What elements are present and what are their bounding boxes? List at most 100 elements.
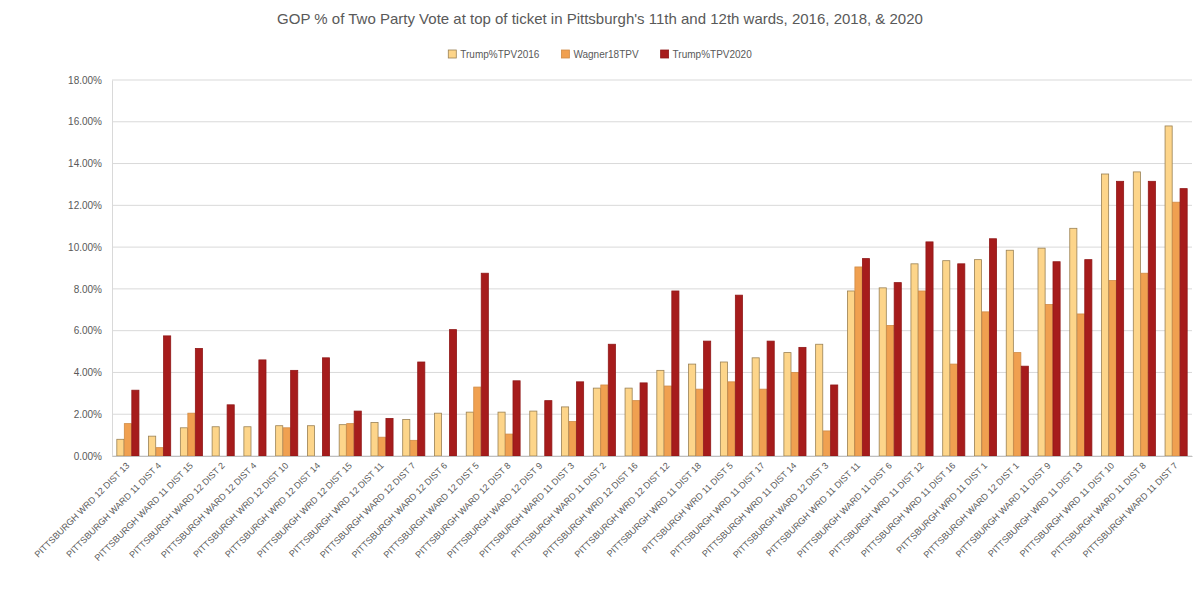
- bar: [784, 353, 791, 456]
- bar: [855, 267, 862, 456]
- bar: [894, 283, 901, 456]
- bar: [862, 259, 869, 456]
- grid-line: [112, 330, 1192, 331]
- bar: [1180, 189, 1187, 456]
- bar: [704, 341, 711, 456]
- bar: [974, 260, 981, 456]
- bar: [577, 382, 584, 456]
- bar: [1165, 126, 1172, 456]
- bar: [1117, 181, 1124, 456]
- bar: [188, 413, 195, 456]
- y-tick: 14.00%: [68, 158, 112, 169]
- bar: [434, 413, 441, 456]
- bar: [1045, 305, 1052, 456]
- bar: [689, 364, 696, 456]
- bars: [117, 126, 1187, 456]
- series-bars: [124, 202, 1179, 456]
- legend: Trump%TPV2016 Wagner18TPV Trump%TPV2020: [448, 49, 752, 60]
- bar: [735, 295, 742, 456]
- bar: [117, 439, 124, 456]
- grid-line: [112, 414, 1192, 415]
- bar: [831, 385, 838, 456]
- bar: [1038, 248, 1045, 456]
- bar: [664, 386, 671, 456]
- bar: [672, 291, 679, 456]
- bar: [530, 411, 537, 456]
- bar: [1133, 172, 1140, 456]
- bar: [657, 370, 664, 456]
- bar: [481, 273, 488, 456]
- bar: [1173, 202, 1180, 456]
- bar: [608, 344, 615, 456]
- grid-line: [112, 163, 1192, 164]
- bar: [958, 264, 965, 456]
- bar: [847, 291, 854, 456]
- x-axis-line: [113, 456, 1193, 457]
- bar: [513, 381, 520, 456]
- bar: [823, 431, 830, 456]
- y-tick-label: 6.00%: [74, 325, 102, 336]
- y-tick: 0.00%: [74, 451, 112, 462]
- y-tick: 10.00%: [68, 242, 112, 253]
- bar: [449, 330, 456, 456]
- bar: [195, 348, 202, 456]
- bar: [132, 390, 139, 456]
- bar: [1141, 273, 1148, 456]
- bar: [569, 422, 576, 456]
- bar: [816, 344, 823, 456]
- x-axis: PITTSBURGH WRD 12 DIST 13PITTSBURGH WARD…: [33, 457, 1193, 564]
- grid-line: [112, 456, 1192, 457]
- y-tick-label: 16.00%: [68, 116, 102, 127]
- y-tick: 2.00%: [74, 409, 112, 420]
- bar: [791, 372, 798, 456]
- bar: [378, 437, 385, 456]
- bar: [212, 427, 219, 456]
- y-tick-label: 8.00%: [74, 284, 102, 295]
- bar: [1085, 260, 1092, 456]
- bar: [887, 325, 894, 456]
- bar: [1053, 262, 1060, 456]
- bar: [982, 312, 989, 456]
- y-tick-label: 4.00%: [74, 367, 102, 378]
- bar: [347, 424, 354, 456]
- grid: [112, 80, 1192, 456]
- y-axis: 0.00% 2.00% 4.00% 6.00% 8.00% 10.00% 12.00% 14.…: [68, 75, 112, 462]
- bar: [149, 436, 156, 456]
- bar: [926, 242, 933, 456]
- y-tick: 4.00%: [74, 367, 112, 378]
- bar: [1021, 366, 1028, 456]
- series-bars: [132, 181, 1187, 456]
- bar: [283, 428, 290, 456]
- x-tick-label: PITTSBURGH WARD 11 DIST 7: [1081, 461, 1180, 560]
- bar: [164, 336, 171, 456]
- legend-label: Wagner18TPV: [573, 49, 639, 60]
- bar: [403, 419, 410, 456]
- bar: [1148, 181, 1155, 456]
- bar: [474, 387, 481, 456]
- y-tick-label: 10.00%: [68, 242, 102, 253]
- bar: [386, 418, 393, 456]
- bar: [1102, 174, 1109, 456]
- bar: [418, 362, 425, 456]
- bar: [1006, 250, 1013, 456]
- bar: [601, 385, 608, 456]
- bar: [545, 401, 552, 456]
- y-tick-label: 2.00%: [74, 409, 102, 420]
- bar: [911, 264, 918, 456]
- y-tick-label: 18.00%: [68, 75, 102, 86]
- legend-label: Trump%TPV2016: [460, 49, 540, 60]
- bar: [720, 362, 727, 456]
- bar: [180, 428, 187, 456]
- y-tick-label: 12.00%: [68, 200, 102, 211]
- y-tick: 6.00%: [74, 325, 112, 336]
- grid-line: [112, 372, 1192, 373]
- bar: [640, 383, 647, 456]
- x-tick: PITTSBURGH WARD 11 DIST 7: [1081, 461, 1180, 560]
- bar: [1077, 314, 1084, 456]
- legend-item: Trump%TPV2020: [661, 49, 753, 60]
- bar: [752, 358, 759, 456]
- grid-line: [112, 80, 1192, 81]
- legend-item: Trump%TPV2016: [448, 49, 540, 60]
- bar: [276, 426, 283, 456]
- legend-label: Trump%TPV2020: [673, 49, 753, 60]
